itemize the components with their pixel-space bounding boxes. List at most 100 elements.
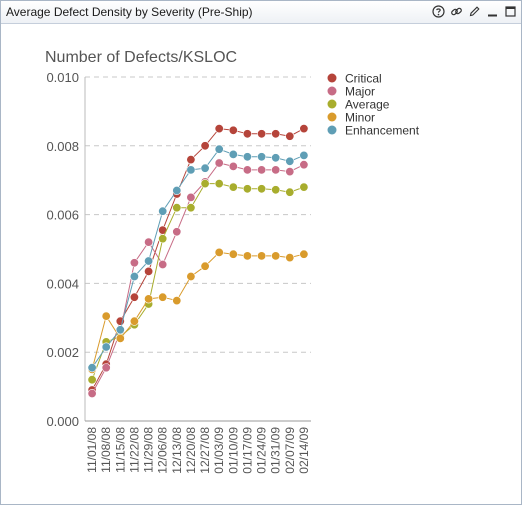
data-point[interactable]: [115, 325, 125, 335]
data-point[interactable]: [271, 129, 281, 139]
legend-item[interactable]: Enhancement: [327, 124, 420, 138]
legend-label: Enhancement: [345, 124, 420, 138]
data-point[interactable]: [200, 141, 210, 151]
data-point[interactable]: [172, 227, 182, 237]
edit-icon[interactable]: [467, 4, 481, 18]
data-point[interactable]: [228, 161, 238, 171]
data-point[interactable]: [257, 165, 267, 175]
x-tick-label: 01/31/09: [269, 427, 283, 474]
legend-label: Critical: [345, 72, 382, 86]
minimize-icon[interactable]: [485, 4, 499, 18]
line-chart: Number of Defects/KSLOC 0.000 0.002 0.004 0…: [45, 49, 420, 474]
x-tick-label: 12/20/08: [184, 427, 198, 474]
series-enhancement: [87, 144, 309, 373]
data-point[interactable]: [285, 156, 295, 166]
data-point[interactable]: [101, 342, 111, 352]
data-point[interactable]: [299, 182, 309, 192]
legend-item[interactable]: Critical: [327, 72, 382, 86]
help-icon[interactable]: [431, 4, 445, 18]
data-point[interactable]: [129, 292, 139, 302]
x-tick-label: 11/15/08: [113, 427, 127, 473]
data-point[interactable]: [242, 184, 252, 194]
data-point[interactable]: [285, 253, 295, 263]
data-point[interactable]: [115, 333, 125, 343]
series-lines: [87, 124, 309, 398]
data-point[interactable]: [271, 251, 281, 261]
data-point[interactable]: [101, 311, 111, 321]
data-point[interactable]: [228, 149, 238, 159]
data-point[interactable]: [257, 184, 267, 194]
data-point[interactable]: [299, 249, 309, 259]
data-point[interactable]: [285, 167, 295, 177]
data-point[interactable]: [285, 187, 295, 197]
data-point[interactable]: [186, 192, 196, 202]
data-point[interactable]: [87, 375, 97, 385]
data-point[interactable]: [271, 153, 281, 163]
data-point[interactable]: [242, 152, 252, 162]
legend-marker: [327, 86, 337, 96]
data-point[interactable]: [144, 266, 154, 276]
x-tick-label: 01/10/09: [226, 427, 240, 474]
data-point[interactable]: [200, 163, 210, 173]
data-point[interactable]: [87, 363, 97, 373]
data-point[interactable]: [257, 129, 267, 139]
widget-title: Average Defect Density by Severity (Pre-…: [6, 5, 253, 19]
data-point[interactable]: [186, 203, 196, 213]
data-point[interactable]: [172, 296, 182, 306]
data-point[interactable]: [129, 258, 139, 268]
data-point[interactable]: [186, 155, 196, 165]
maximize-icon[interactable]: [503, 4, 517, 18]
data-point[interactable]: [214, 158, 224, 168]
data-point[interactable]: [242, 251, 252, 261]
data-point[interactable]: [299, 160, 309, 170]
data-point[interactable]: [285, 131, 295, 141]
data-point[interactable]: [158, 206, 168, 216]
data-point[interactable]: [158, 234, 168, 244]
link-icon[interactable]: [449, 4, 463, 18]
data-point[interactable]: [158, 292, 168, 302]
data-point[interactable]: [257, 251, 267, 261]
legend-item[interactable]: Minor: [327, 111, 376, 125]
x-tick-label: 01/24/09: [255, 427, 269, 474]
series-line: [91, 128, 305, 391]
data-point[interactable]: [172, 186, 182, 196]
x-tick-label: 11/29/08: [142, 427, 156, 473]
data-point[interactable]: [214, 179, 224, 189]
data-point[interactable]: [214, 124, 224, 134]
data-point[interactable]: [271, 185, 281, 195]
x-tick-label: 02/07/09: [283, 427, 297, 474]
data-point[interactable]: [214, 247, 224, 257]
data-point[interactable]: [257, 152, 267, 162]
data-point[interactable]: [129, 272, 139, 282]
data-point[interactable]: [144, 294, 154, 304]
legend-item[interactable]: Average: [327, 98, 390, 112]
data-point[interactable]: [299, 124, 309, 134]
legend-item[interactable]: Major: [327, 85, 376, 99]
data-point[interactable]: [129, 316, 139, 326]
data-point[interactable]: [144, 256, 154, 266]
widget-titlebar: Average Defect Density by Severity (Pre-…: [1, 1, 521, 24]
x-tick-label: 01/17/09: [240, 427, 254, 474]
data-point[interactable]: [242, 129, 252, 139]
data-point[interactable]: [186, 272, 196, 282]
data-point[interactable]: [242, 165, 252, 175]
chart-area: Number of Defects/KSLOC 0.000 0.002 0.004 0…: [1, 24, 521, 504]
data-point[interactable]: [172, 203, 182, 213]
data-point[interactable]: [271, 165, 281, 175]
data-point[interactable]: [299, 150, 309, 160]
data-point[interactable]: [228, 182, 238, 192]
data-point[interactable]: [87, 388, 97, 398]
data-point[interactable]: [228, 125, 238, 135]
data-point[interactable]: [158, 260, 168, 270]
data-point[interactable]: [186, 165, 196, 175]
data-point[interactable]: [144, 237, 154, 247]
data-point[interactable]: [228, 249, 238, 259]
data-point[interactable]: [200, 261, 210, 271]
gridlines: [85, 76, 311, 353]
data-point[interactable]: [101, 363, 111, 373]
data-point[interactable]: [214, 144, 224, 154]
chart-title: Number of Defects/KSLOC: [45, 49, 237, 66]
data-point[interactable]: [200, 179, 210, 189]
y-tick-label: 0.010: [46, 70, 79, 85]
